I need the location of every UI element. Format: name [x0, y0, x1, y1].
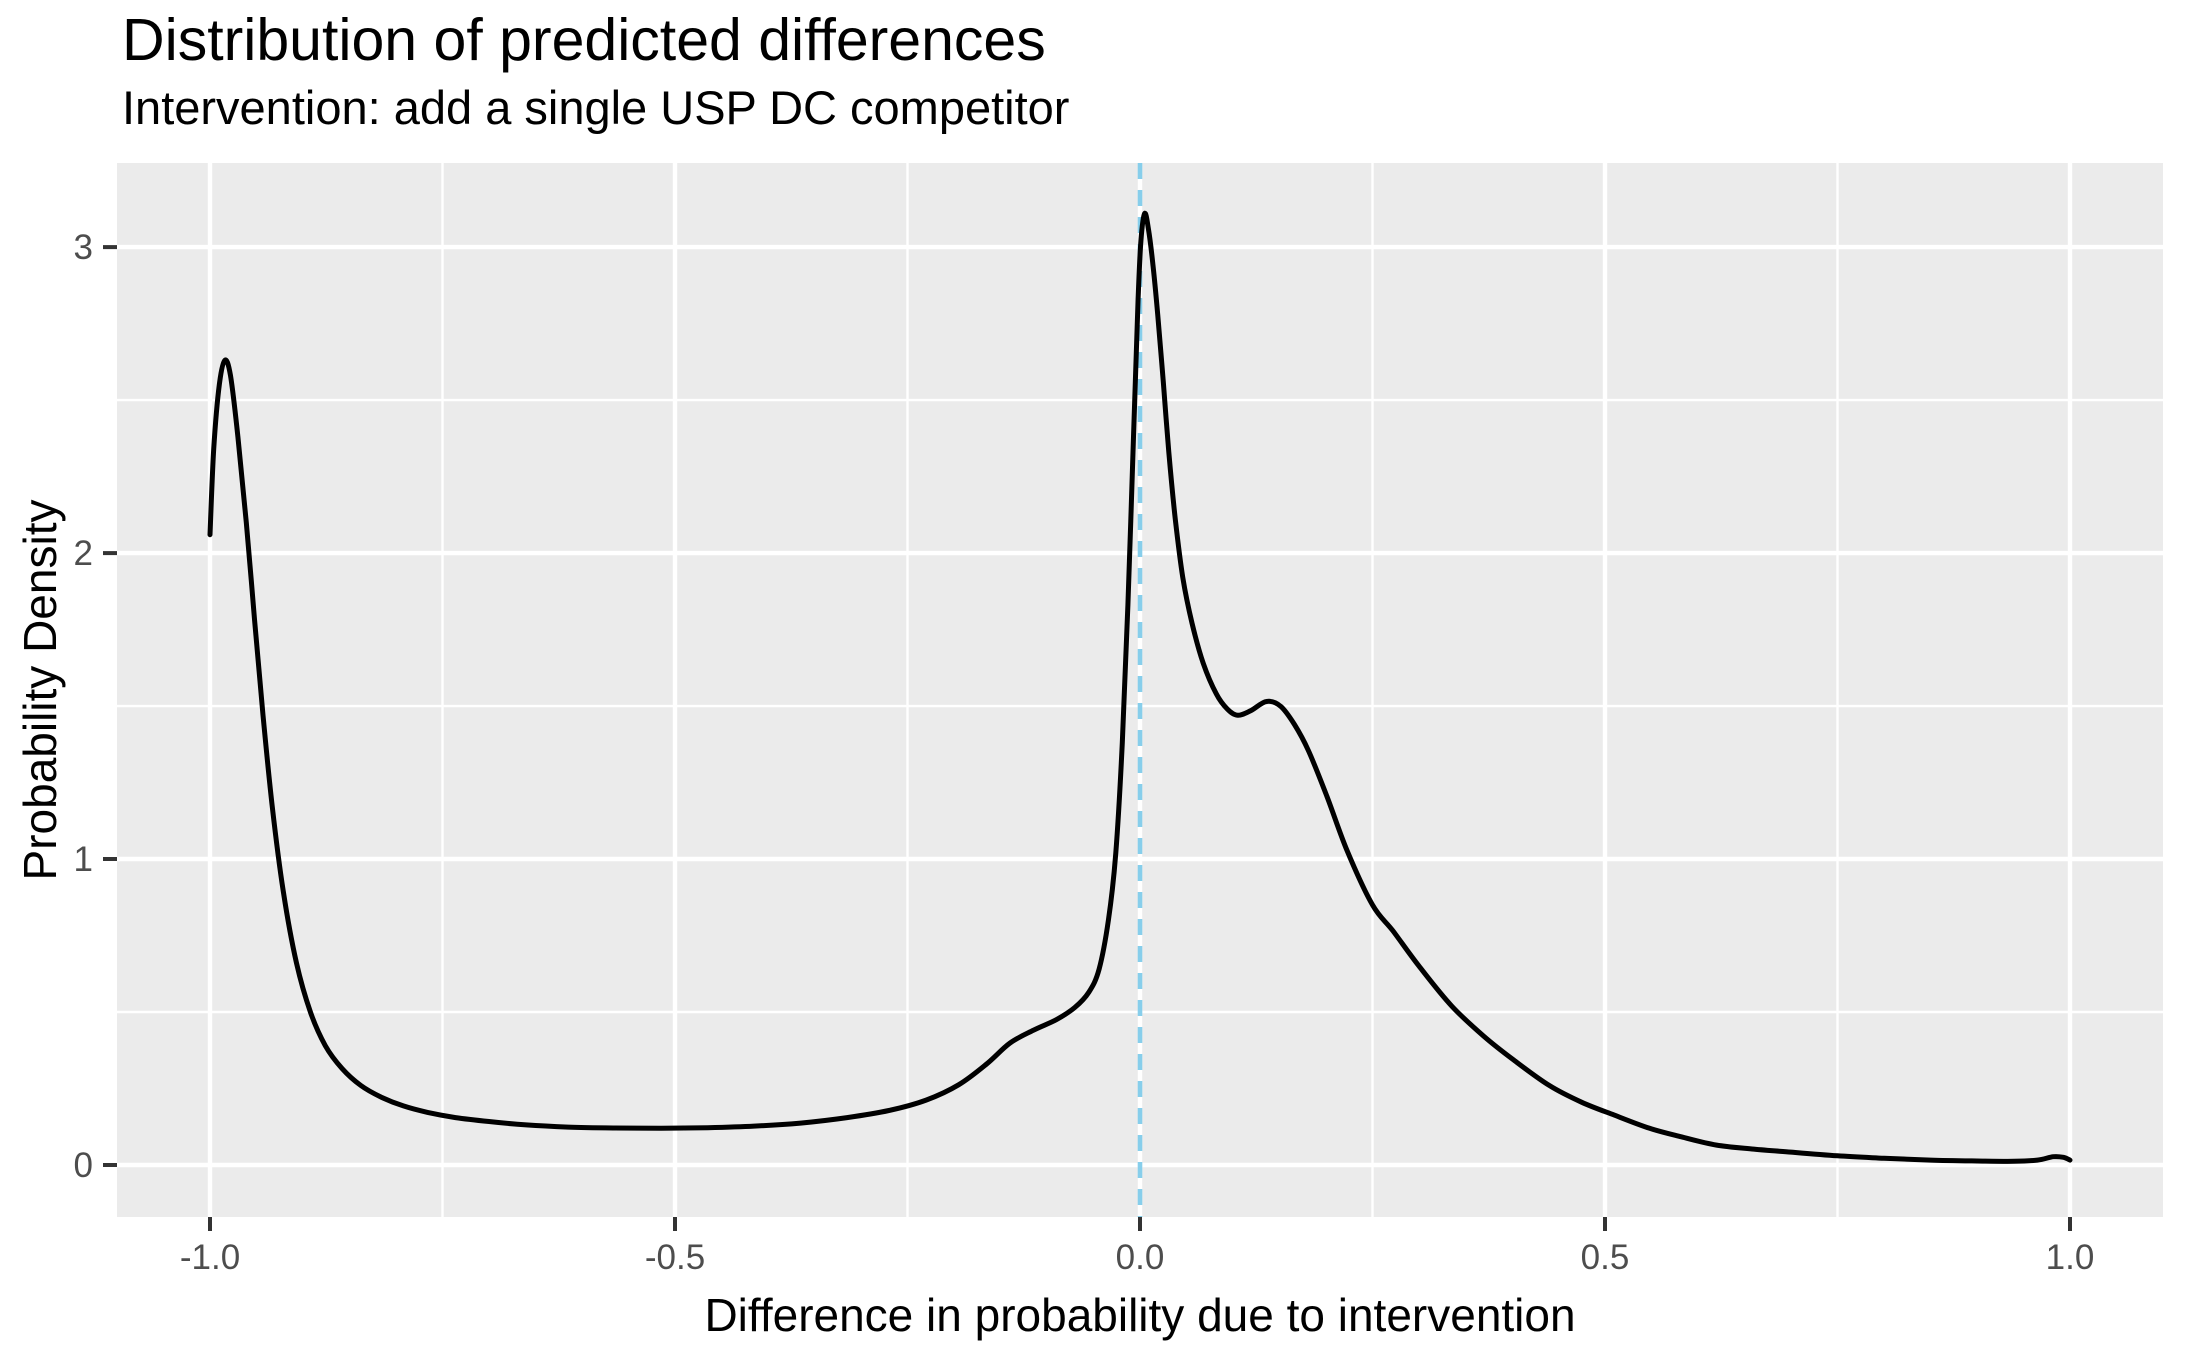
x-tick-label: 0.0 — [1116, 1238, 1165, 1277]
y-tick-label: 0 — [74, 1146, 93, 1185]
y-tick-label: 1 — [74, 840, 93, 879]
x-tick-label: 0.5 — [1581, 1238, 1630, 1277]
x-tick-label: -0.5 — [645, 1238, 705, 1277]
density-curve — [207, 210, 2073, 1164]
x-tick-label: 1.0 — [2046, 1238, 2095, 1277]
y-axis-title: Probability Density — [14, 499, 66, 881]
plot-subtitle: Intervention: add a single USP DC compet… — [122, 81, 1070, 134]
y-tick-label: 3 — [74, 228, 93, 267]
x-tick-label: -1.0 — [180, 1238, 240, 1277]
x-axis-title: Difference in probability due to interve… — [704, 1289, 1576, 1341]
y-tick-label: 2 — [74, 534, 93, 573]
plot-title: Distribution of predicted differences — [122, 7, 1046, 73]
